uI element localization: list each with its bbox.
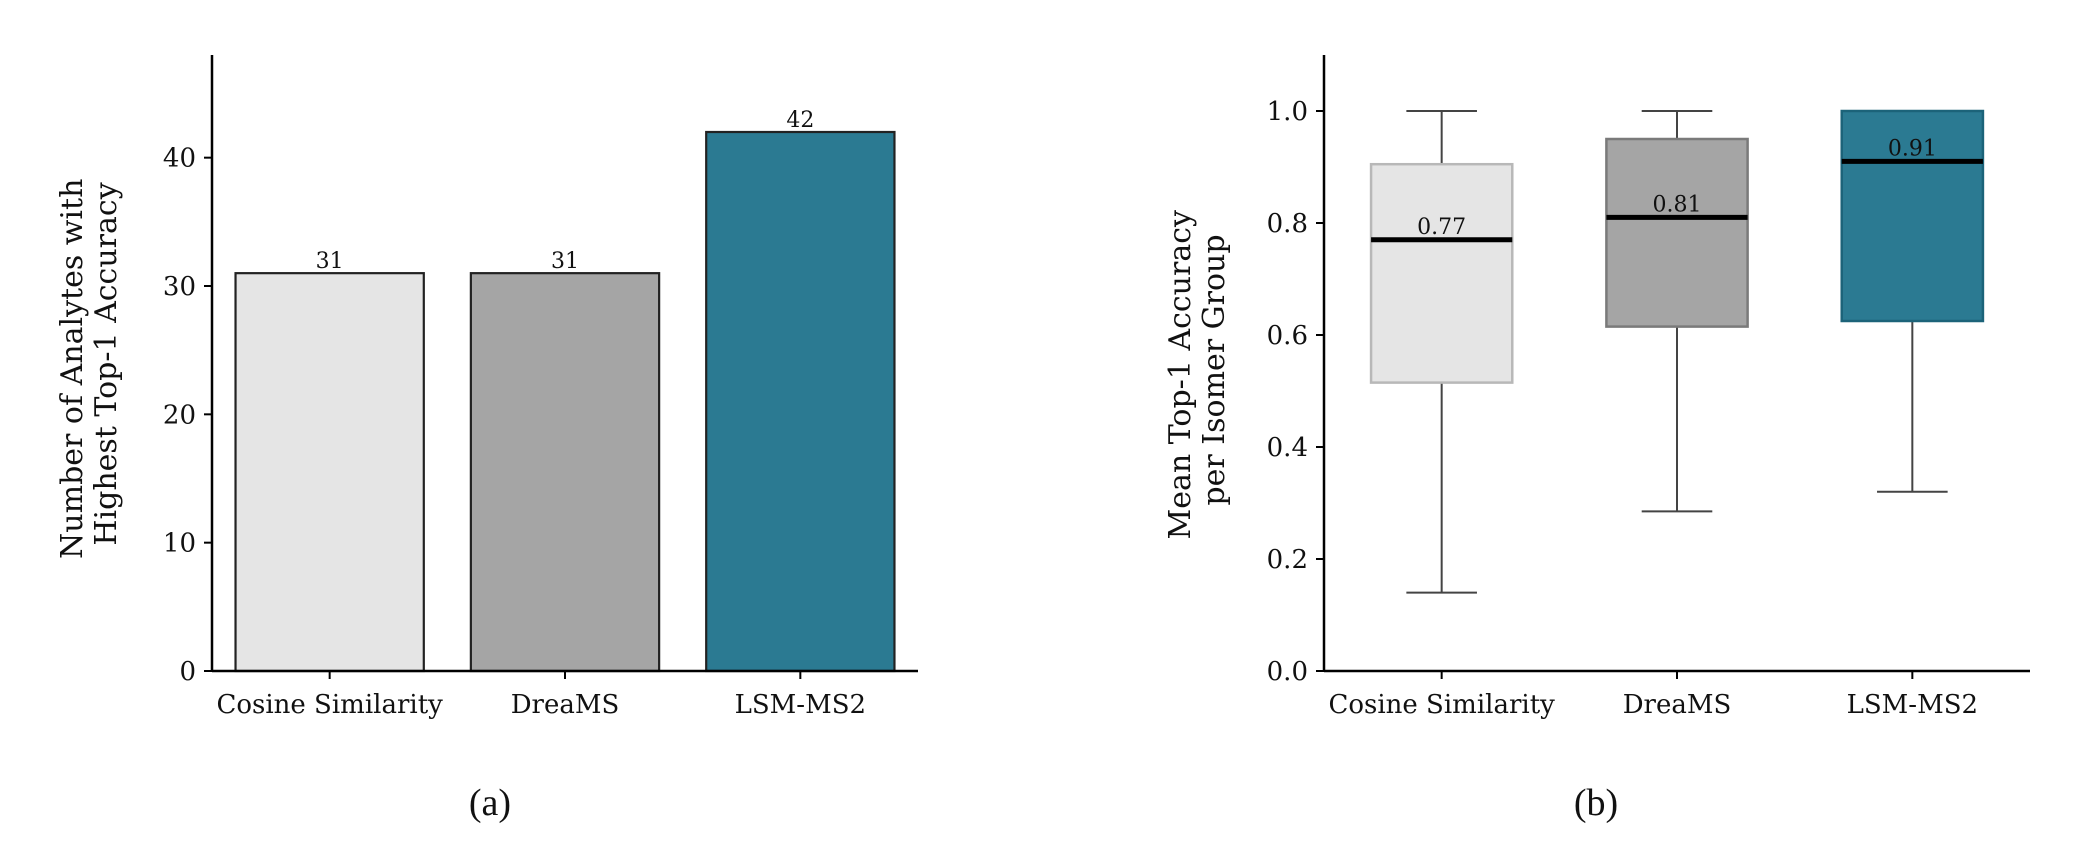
y-ticks: 0 10 20 30 40 — [163, 144, 212, 687]
caption-a: (a) — [469, 782, 511, 824]
x-tick-label-lsm-ms2: LSM-MS2 — [735, 690, 866, 720]
median-label: 0.81 — [1653, 192, 1702, 217]
box-cosine-similarity: 0.77 — [1369, 110, 1514, 594]
y-tick-label: 20 — [163, 400, 196, 430]
caption-b: (b) — [1574, 782, 1618, 824]
y-tick-label: 0.0 — [1267, 657, 1308, 687]
x-tick-label-dreams: DreaMS — [1623, 690, 1732, 720]
data-label-cosine-similarity: 31 — [316, 249, 344, 274]
bars — [234, 130, 896, 673]
box-iqr — [1369, 162, 1514, 384]
y-tick-label: 0.8 — [1267, 209, 1308, 239]
x-tick-label-cosine-similarity: Cosine Similarity — [1328, 690, 1555, 720]
x-tick-label-lsm-ms2: LSM-MS2 — [1847, 690, 1978, 720]
data-label-dreams: 31 — [551, 249, 579, 274]
x-tick-label-cosine-similarity: Cosine Similarity — [216, 690, 443, 720]
y-tick-label: 0.6 — [1267, 321, 1308, 351]
y-tick-label: 0 — [179, 657, 196, 687]
y-axis-label-line-1: Mean Top-1 Accuracy — [1163, 210, 1198, 540]
y-tick-label: 10 — [163, 529, 196, 559]
box-lsm-ms2: 0.91 — [1840, 109, 1985, 493]
y-axis-label: Number of Analytes with Highest Top-1 Ac… — [55, 169, 124, 559]
y-ticks: 0.0 0.2 0.4 0.6 0.8 1.0 — [1267, 97, 1324, 687]
data-label-lsm-ms2: 42 — [786, 108, 814, 133]
y-tick-label: 0.4 — [1267, 433, 1308, 463]
y-tick-label: 0.2 — [1267, 545, 1308, 575]
x-tick-label-dreams: DreaMS — [511, 690, 620, 720]
y-tick-label: 30 — [163, 272, 196, 302]
chart-a-bar: 31 31 42 0 10 20 30 40 Cosine Similarity DreaMS… — [55, 55, 918, 720]
box-iqr — [1605, 137, 1749, 328]
bar-cosine-similarity — [234, 272, 425, 673]
y-axis-label-line-2: per Isomer Group — [1197, 234, 1232, 505]
chart-b-boxplot: 0.77 0.81 0.91 0.0 0.2 0.4 0.6 0.8 1.0 Cosine S… — [1163, 55, 2030, 720]
y-tick-label: 1.0 — [1267, 97, 1308, 127]
bar-dreams — [469, 272, 661, 673]
x-ticks: Cosine Similarity DreaMS LSM-MS2 — [1328, 671, 1978, 720]
y-axis-label-line-1: Number of Analytes with — [55, 179, 90, 559]
boxes: 0.77 0.81 0.91 — [1369, 109, 1985, 594]
box-dreams: 0.81 — [1605, 110, 1749, 513]
median-label: 0.77 — [1417, 215, 1466, 240]
y-axis-label: Mean Top-1 Accuracy per Isomer Group — [1163, 200, 1232, 539]
box-iqr — [1840, 109, 1985, 323]
x-ticks: Cosine Similarity DreaMS LSM-MS2 — [216, 671, 866, 720]
y-tick-label: 40 — [163, 144, 196, 174]
data-labels: 31 31 42 — [316, 108, 815, 274]
median-label: 0.91 — [1888, 136, 1937, 161]
bar-lsm-ms2 — [705, 130, 896, 673]
y-axis-label-line-2: Highest Top-1 Accuracy — [89, 182, 124, 545]
